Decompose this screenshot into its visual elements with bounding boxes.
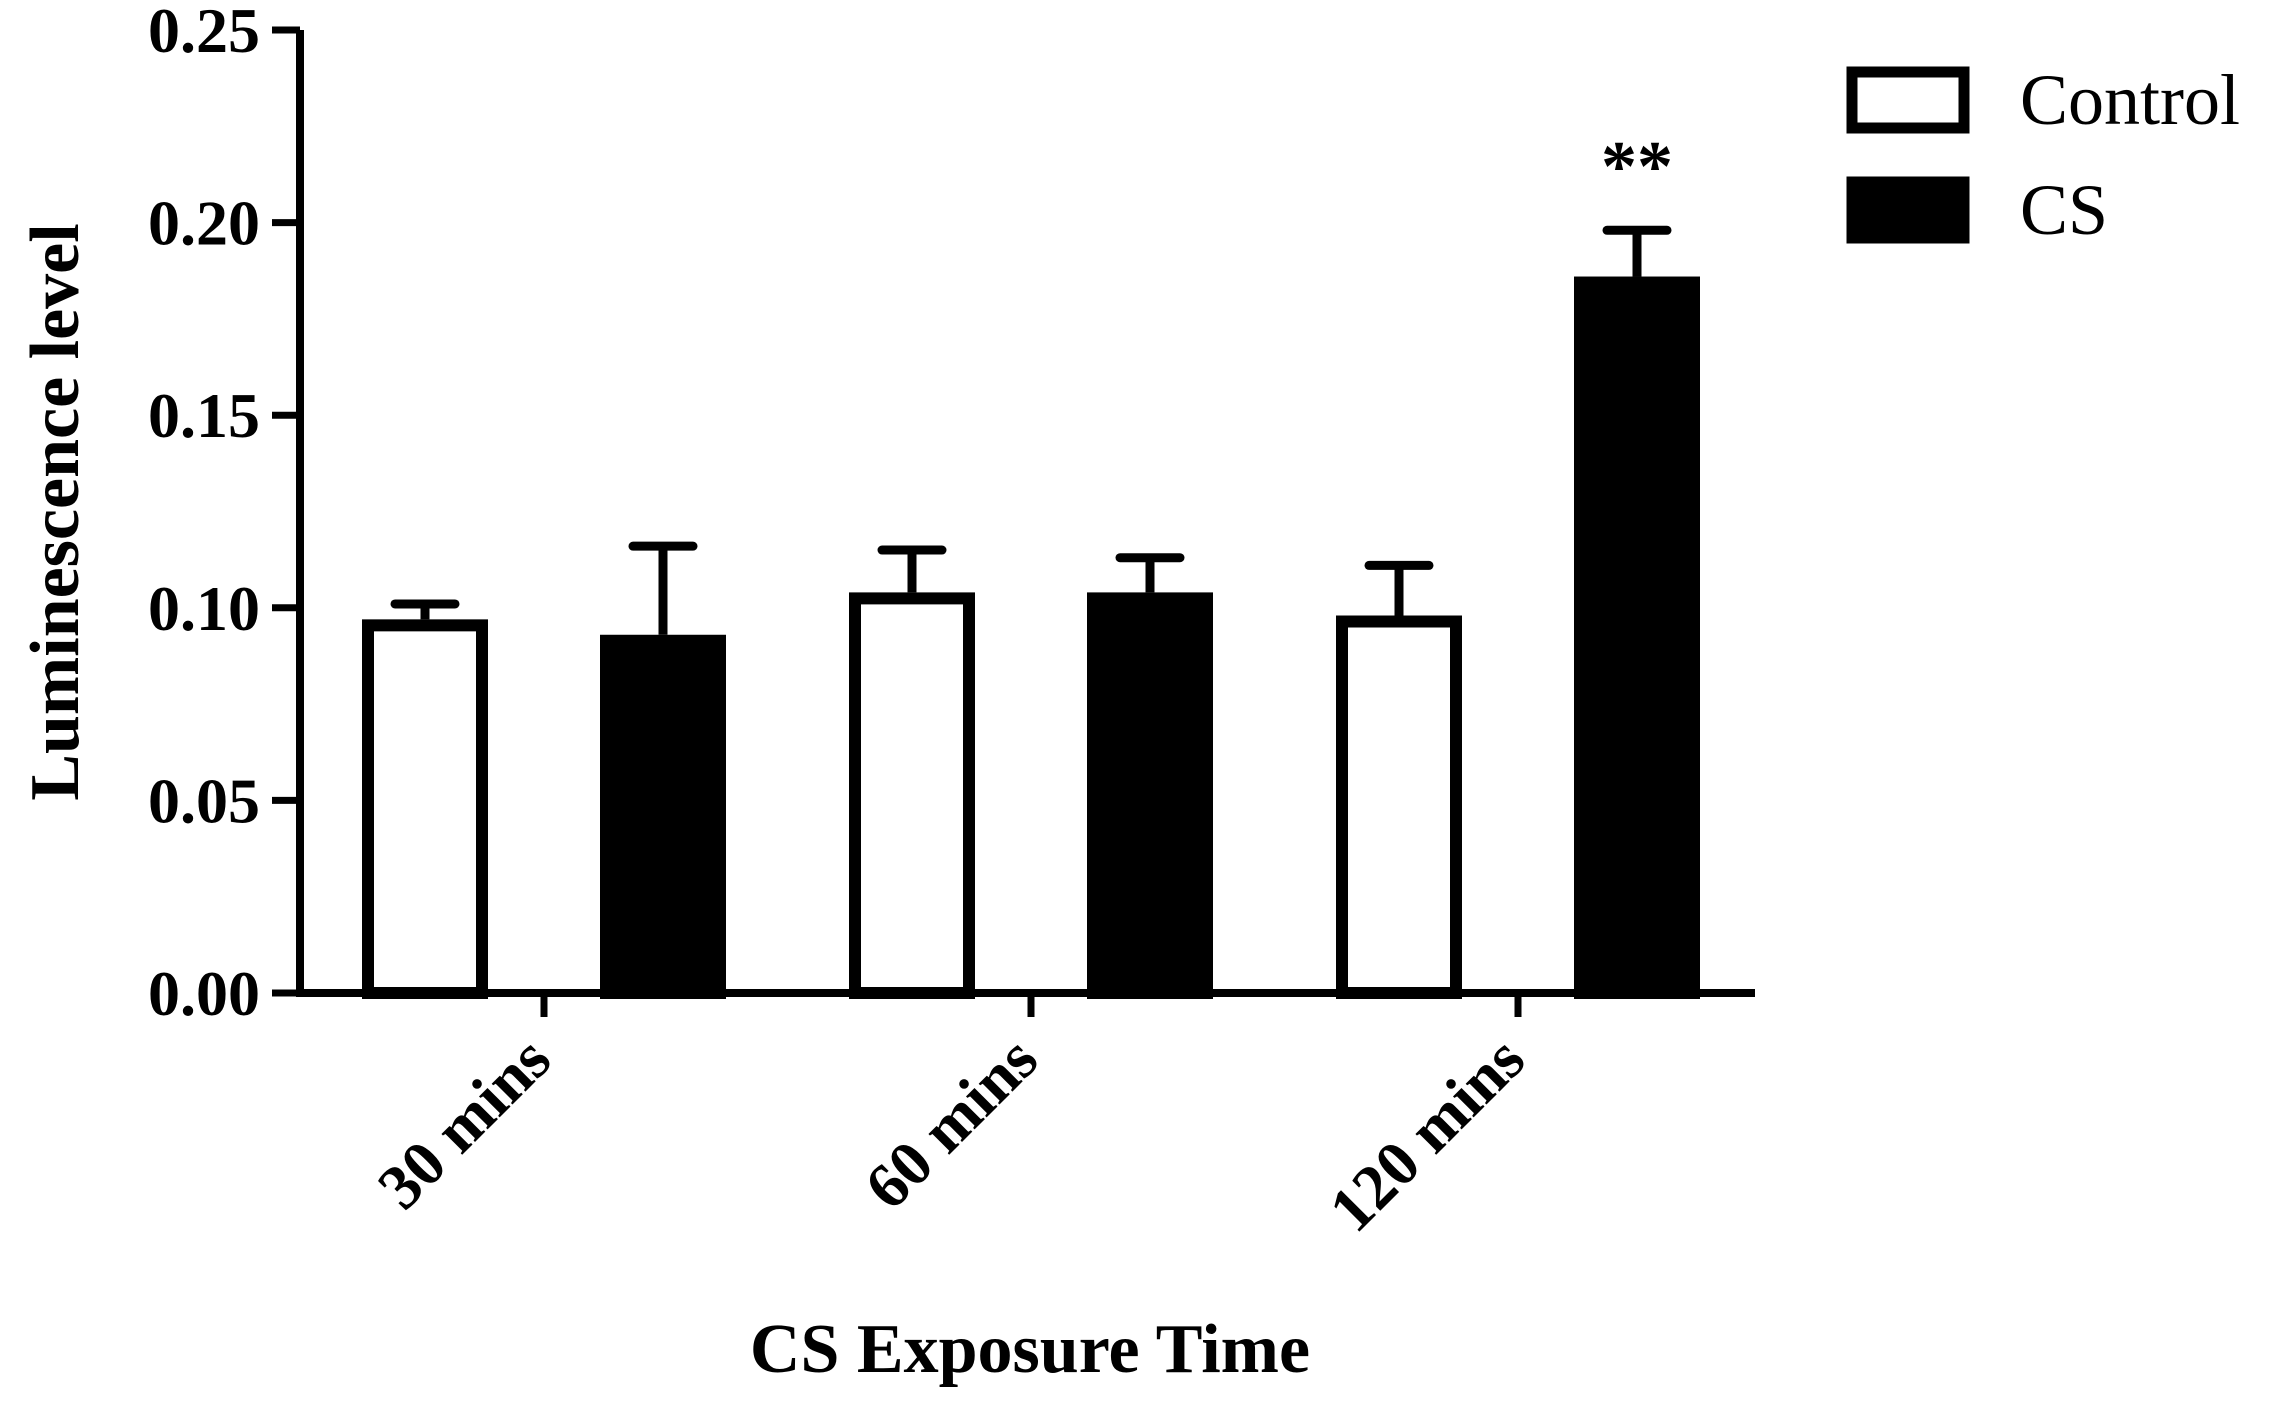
plot-area: 0.00 0.05 0.10 0.15 0.20 0.25 30 mins 60 mins 12… bbox=[148, 0, 2240, 1245]
bar-control-1 bbox=[849, 592, 975, 1000]
bar-cs-2 bbox=[1574, 276, 1700, 999]
x-tick-label: 60 mins bbox=[851, 1023, 1051, 1223]
x-tick-label: 120 mins bbox=[1315, 1023, 1537, 1245]
bar-cs-1 bbox=[1087, 592, 1213, 1000]
significance-label: ** bbox=[1601, 126, 1673, 206]
y-tick-label: 0.25 bbox=[148, 0, 260, 66]
y-axis-title: Luminescence level bbox=[17, 223, 94, 800]
legend-swatch-control bbox=[1846, 66, 1970, 134]
y-tick-label: 0.05 bbox=[148, 765, 260, 836]
x-tick-label: 30 mins bbox=[364, 1023, 564, 1223]
legend-swatch-cs bbox=[1846, 176, 1970, 244]
y-tick-label: 0.15 bbox=[148, 380, 260, 451]
y-tick-label: 0.00 bbox=[148, 958, 260, 1029]
x-axis-title: CS Exposure Time bbox=[750, 1311, 1310, 1388]
y-tick-label: 0.20 bbox=[148, 188, 260, 259]
bar-control-2 bbox=[1336, 615, 1462, 1000]
y-tick-label: 0.10 bbox=[148, 573, 260, 644]
legend-label-control: Control bbox=[2020, 60, 2240, 140]
bar-control-0 bbox=[362, 619, 488, 1000]
bar-cs-0 bbox=[600, 634, 726, 999]
legend-label-cs: CS bbox=[2020, 170, 2108, 250]
